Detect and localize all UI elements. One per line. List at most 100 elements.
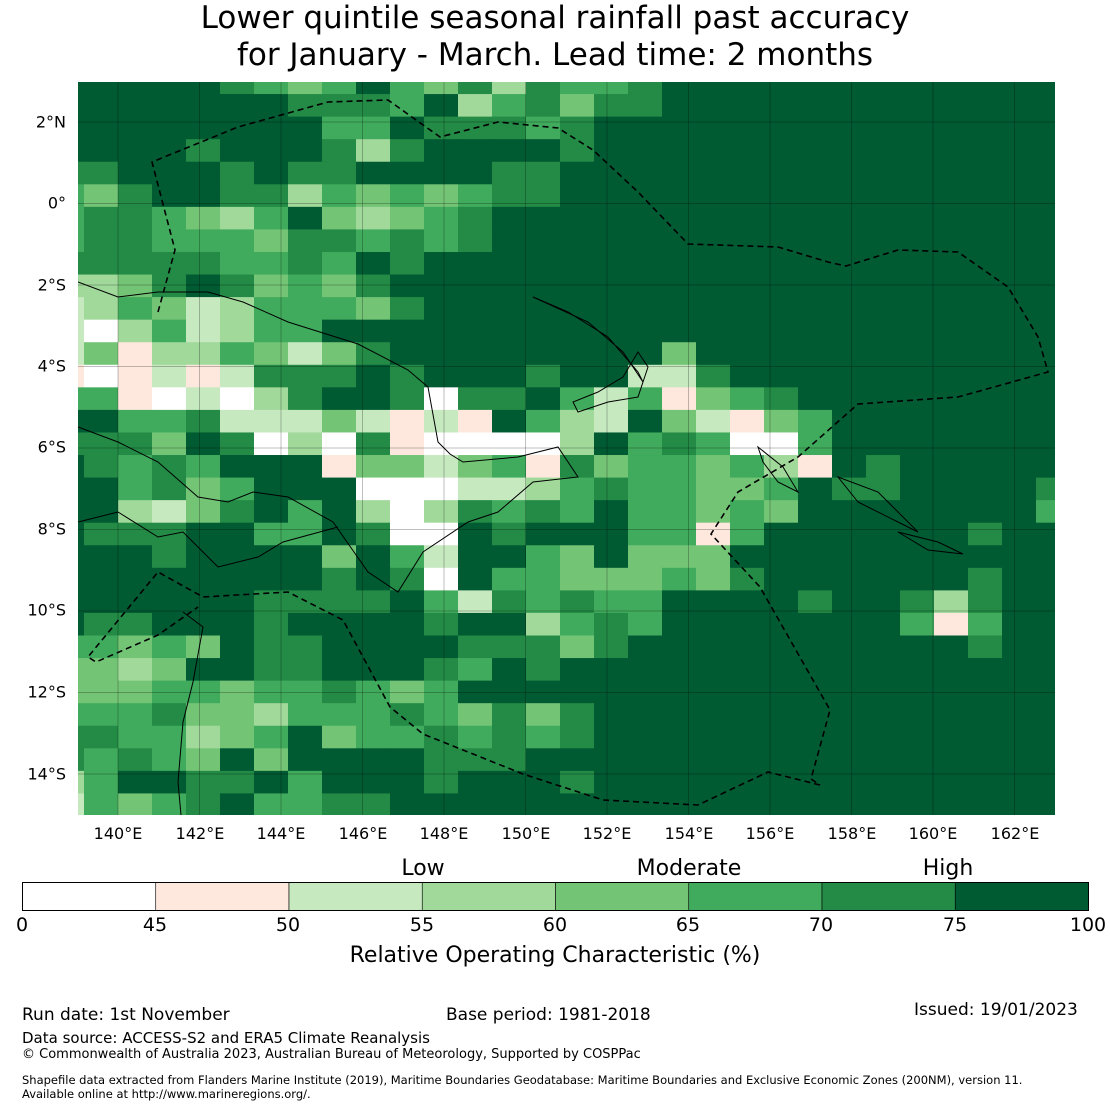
grid-cell [798, 500, 833, 524]
grid-cell [84, 545, 119, 569]
grid-cell [458, 409, 493, 433]
grid-cell [322, 567, 357, 591]
grid-cell [730, 297, 765, 321]
grid-cell [764, 161, 799, 185]
grid-cell [560, 251, 595, 276]
grid-cell [900, 229, 935, 253]
grid-cell [832, 319, 867, 343]
grid-cell [152, 545, 187, 569]
grid-cell [458, 274, 493, 298]
grid-cell [764, 658, 799, 682]
grid-cell [968, 94, 1003, 118]
grid-cell [390, 319, 425, 343]
grid-cell [186, 432, 221, 456]
grid-cell [526, 477, 561, 501]
grid-cell [832, 94, 867, 118]
grid-cell [78, 432, 85, 456]
grid-cell [390, 793, 425, 815]
grid-cell [968, 364, 1003, 388]
grid-cell [186, 635, 221, 659]
grid-cell [220, 658, 255, 682]
grid-cell [1002, 703, 1037, 727]
grid-cell [662, 387, 697, 411]
grid-cell [288, 545, 323, 569]
grid-cell [220, 793, 255, 815]
grid-cell [696, 590, 731, 614]
grid-cell [356, 793, 391, 815]
grid-cell [594, 206, 629, 230]
grid-cell [84, 703, 119, 727]
colorbar-tick-label: 45 [142, 914, 168, 936]
grid-cell [424, 612, 459, 636]
grid-cell [628, 500, 663, 524]
grid-cell [696, 680, 731, 704]
grid-cell [730, 567, 765, 591]
grid-cell [118, 229, 153, 253]
grid-cell [458, 94, 493, 118]
grid-cell [560, 206, 595, 230]
grid-cell [594, 635, 629, 659]
grid-cell [900, 139, 935, 163]
grid-cell [254, 500, 289, 524]
grid-cell [696, 748, 731, 772]
grid-cell [662, 680, 697, 704]
lon-label: 156°E [745, 824, 795, 843]
grid-cell [254, 409, 289, 433]
grid-cell [356, 725, 391, 749]
grid-cell [254, 477, 289, 501]
colorbar-tick-label: 65 [675, 914, 701, 936]
lon-label: 152°E [582, 824, 632, 843]
grid-cell [594, 139, 629, 163]
grid-cell [186, 567, 221, 591]
grid-cell [594, 567, 629, 591]
grid-cell [322, 477, 357, 501]
grid-cell [492, 251, 527, 276]
grid-cell [186, 342, 221, 366]
grid-cell [832, 680, 867, 704]
grid-cell [526, 522, 561, 546]
grid-cell [84, 680, 119, 704]
grid-cell [254, 635, 289, 659]
grid-cell [186, 94, 221, 118]
grid-cell [934, 770, 969, 794]
grid-cell [934, 319, 969, 343]
grid-cell [526, 319, 561, 343]
grid-cell [390, 297, 425, 321]
grid-cell [322, 635, 357, 659]
grid-cell [492, 161, 527, 185]
grid-cell [526, 703, 561, 727]
grid-cell [900, 342, 935, 366]
grid-cell [968, 703, 1003, 727]
grid-cell [594, 793, 629, 815]
grid-cell [220, 545, 255, 569]
grid-cell [118, 703, 153, 727]
grid-cell [220, 116, 255, 140]
grid-cell [288, 522, 323, 546]
grid-cell [220, 703, 255, 727]
grid-cell [84, 387, 119, 411]
grid-cell [84, 455, 119, 479]
grid-cell [798, 139, 833, 163]
grid-cell [900, 184, 935, 208]
grid-cell [832, 793, 867, 815]
shapefile-credit: Shapefile data extracted from Flanders M… [22, 1073, 1023, 1087]
grid-cell [594, 432, 629, 456]
grid-cell [288, 251, 323, 276]
grid-cell [152, 455, 187, 479]
grid-cell [1036, 94, 1055, 118]
grid-cell [866, 455, 901, 479]
grid-cell [934, 658, 969, 682]
grid-cell [322, 387, 357, 411]
grid-cell [560, 116, 595, 140]
grid-cell [118, 500, 153, 524]
grid-cell [254, 206, 289, 230]
grid-cell [832, 748, 867, 772]
grid-cell [152, 116, 187, 140]
grid-cell [118, 364, 153, 388]
grid-cell [288, 94, 323, 118]
grid-cell [424, 703, 459, 727]
grid-cell [78, 274, 85, 298]
grid-cell [934, 161, 969, 185]
coastline-bougainville [756, 445, 800, 494]
grid-cell [730, 229, 765, 253]
